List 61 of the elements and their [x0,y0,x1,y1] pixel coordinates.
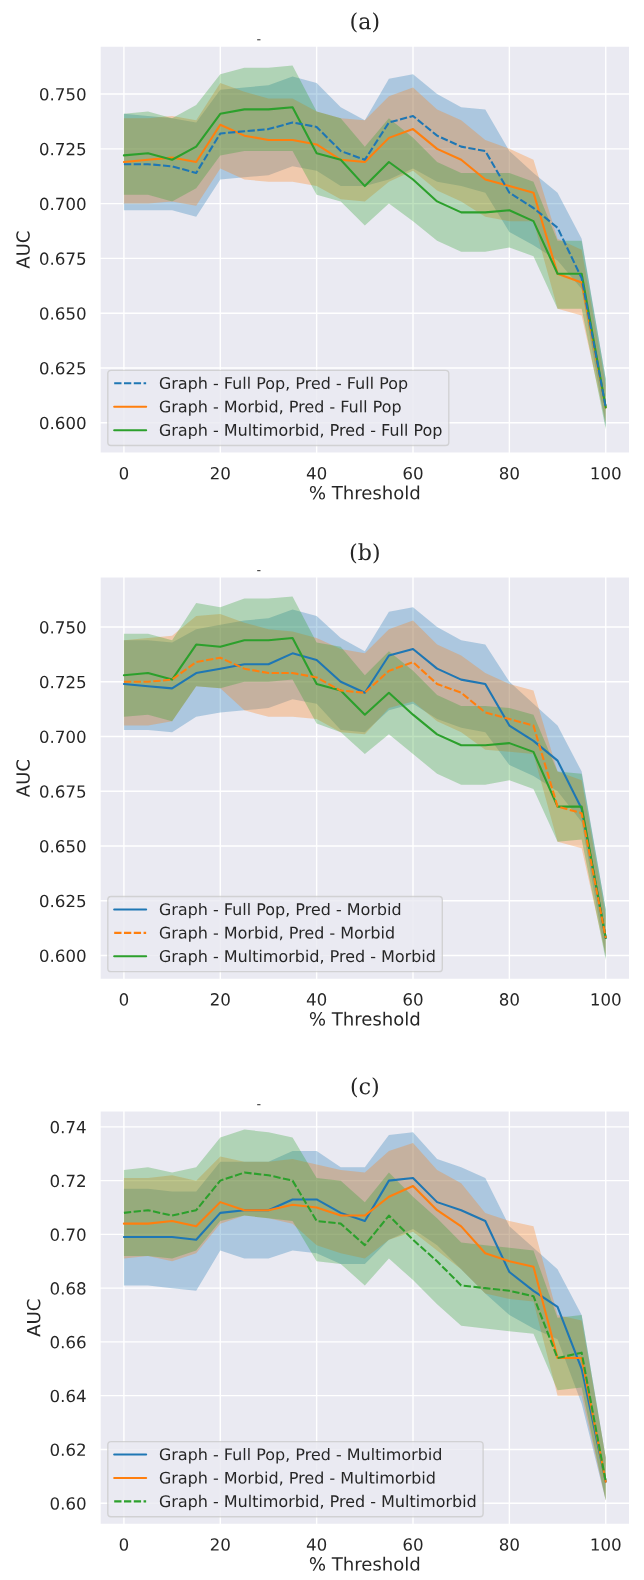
x-tick-label: 20 [210,993,230,1006]
x-tick-label: 0 [119,1538,129,1551]
y-tick-label: 0.750 [40,88,86,101]
text: - [257,570,261,572]
x-tick-label: 100 [591,466,621,480]
y-tick-label: 0.650 [40,839,86,853]
y-tick-label: 0.74 [50,1120,86,1134]
x-tick-label: 40 [306,1538,327,1551]
y-tick-label: 0.725 [40,142,86,156]
y-tick-label: 0.62 [50,1443,85,1456]
legend-label: Graph - Multimorbid, Pred - Multimorbid [159,1494,476,1511]
x-tick-label: 40 [306,466,327,480]
y-tick-label: 0.625 [40,894,86,908]
x-tick-label: 80 [499,466,519,480]
chart-title: (c) [351,1077,378,1098]
y-axis-title: AUC [16,231,30,269]
y-tick-label: 0.725 [40,675,86,689]
chart-title: (b) [350,543,379,564]
x-axis-title: % Threshold [309,1011,420,1026]
x-tick-label: 60 [403,993,423,1006]
legend-label: Graph - Full Pop, Pred - Full Pop [159,376,408,393]
x-tick-label: 60 [403,1538,423,1551]
x-axis-title: % Threshold [309,1556,420,1571]
y-tick-label: 0.650 [40,307,86,320]
y-axis-title: AUC [16,760,30,798]
text: - [257,1104,261,1106]
x-tick-label: 60 [403,466,423,480]
y-axis-title: AUC [26,1299,41,1337]
x-tick-label: 80 [499,1538,519,1551]
x-tick-label: 100 [591,993,621,1006]
legend-label: Graph - Morbid, Pred - Multimorbid [159,1471,435,1487]
legend-label: Graph - Multimorbid, Pred - Full Pop [159,423,442,440]
y-tick-label: 0.68 [50,1282,86,1295]
y-tick-label: 0.675 [40,785,86,798]
y-tick-label: 0.625 [40,361,86,375]
y-tick-label: 0.72 [50,1174,85,1188]
x-tick-label: 0 [119,993,129,1006]
x-tick-label: 0 [119,466,129,480]
y-tick-label: 0.750 [40,621,86,634]
y-tick-label: 0.66 [50,1335,86,1349]
chart-title: (a) [351,12,379,33]
x-tick-label: 100 [591,1538,621,1551]
y-tick-label: 0.675 [40,252,86,265]
legend-label: Graph - Morbid, Pred - Full Pop [159,400,401,416]
x-tick-label: 20 [210,466,230,480]
y-tick-label: 0.600 [40,416,86,430]
legend-label: Graph - Full Pop, Pred - Multimorbid [159,1447,441,1464]
y-tick-label: 0.60 [50,1497,86,1510]
legend-label: Graph - Full Pop, Pred - Morbid [159,902,401,919]
legend-label: Graph - Multimorbid, Pred - Morbid [159,949,435,966]
x-tick-label: 20 [210,1538,230,1551]
y-tick-label: 0.700 [40,197,86,211]
y-tick-label: 0.700 [40,730,86,744]
x-tick-label: 80 [499,993,519,1006]
y-tick-label: 0.64 [50,1389,86,1403]
y-tick-label: 0.70 [50,1228,86,1241]
x-axis-title: % Threshold [309,485,420,500]
x-tick-label: 40 [306,993,327,1006]
y-tick-label: 0.600 [40,949,86,963]
legend-label: Graph - Morbid, Pred - Morbid [159,926,394,942]
text: - [257,39,261,41]
